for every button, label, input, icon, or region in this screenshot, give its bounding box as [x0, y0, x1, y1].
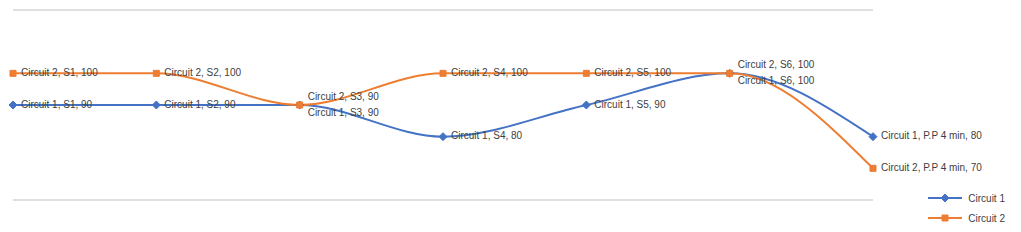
svg-text:Circuit 2, S2, 100: Circuit 2, S2, 100: [164, 67, 241, 78]
svg-text:Circuit 2, S6, 100: Circuit 2, S6, 100: [738, 59, 815, 70]
svg-text:Circuit 2, S1, 100: Circuit 2, S1, 100: [21, 67, 98, 78]
svg-text:Circuit 1, S1, 90: Circuit 1, S1, 90: [21, 99, 93, 110]
svg-text:Circuit 2, S5, 100: Circuit 2, S5, 100: [594, 67, 671, 78]
svg-text:Circuit 1, S5, 90: Circuit 1, S5, 90: [594, 99, 666, 110]
svg-text:Circuit 1, S6, 100: Circuit 1, S6, 100: [738, 75, 815, 86]
svg-text:Circuit 2, S4, 100: Circuit 2, S4, 100: [451, 67, 528, 78]
html-text:Circuit 1: Circuit 1: [968, 192, 1005, 204]
svg-text:Circuit 1, S4, 80: Circuit 1, S4, 80: [451, 130, 523, 141]
svg-text:Circuit 1, P.P 4 min, 80: Circuit 1, P.P 4 min, 80: [881, 130, 982, 141]
html-text:Circuit 2: Circuit 2: [968, 212, 1005, 224]
svg-text:Circuit 1, S2, 90: Circuit 1, S2, 90: [164, 99, 236, 110]
svg-text:Circuit 1, S3, 90: Circuit 1, S3, 90: [308, 107, 380, 118]
svg-text:Circuit 2, P.P 4 min, 70: Circuit 2, P.P 4 min, 70: [881, 162, 982, 173]
svg-text:Circuit 2, S3, 90: Circuit 2, S3, 90: [308, 91, 380, 102]
